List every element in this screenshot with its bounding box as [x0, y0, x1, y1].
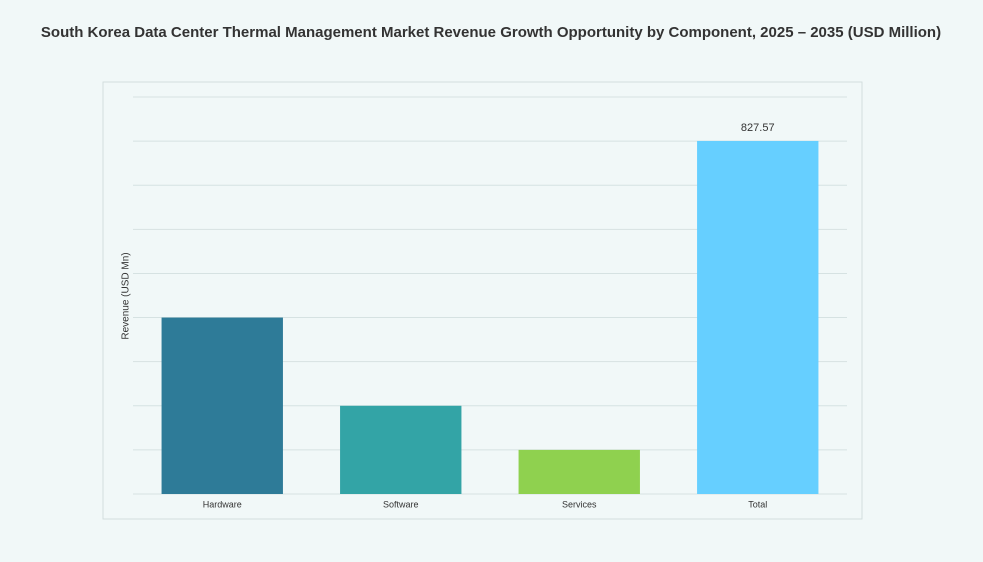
- x-tick-label: Total: [748, 499, 767, 509]
- bar: [340, 405, 462, 494]
- chart-title: South Korea Data Center Thermal Manageme…: [41, 24, 941, 41]
- y-axis-label: Revenue (USD Mn): [121, 252, 132, 339]
- bar: [697, 140, 819, 495]
- bar: [161, 317, 283, 494]
- x-tick-label: Hardware: [203, 499, 242, 509]
- x-tick-label: Services: [562, 499, 597, 509]
- value-label: 827.57: [741, 122, 775, 134]
- x-tick-label: Software: [383, 499, 419, 509]
- bar: [518, 449, 640, 494]
